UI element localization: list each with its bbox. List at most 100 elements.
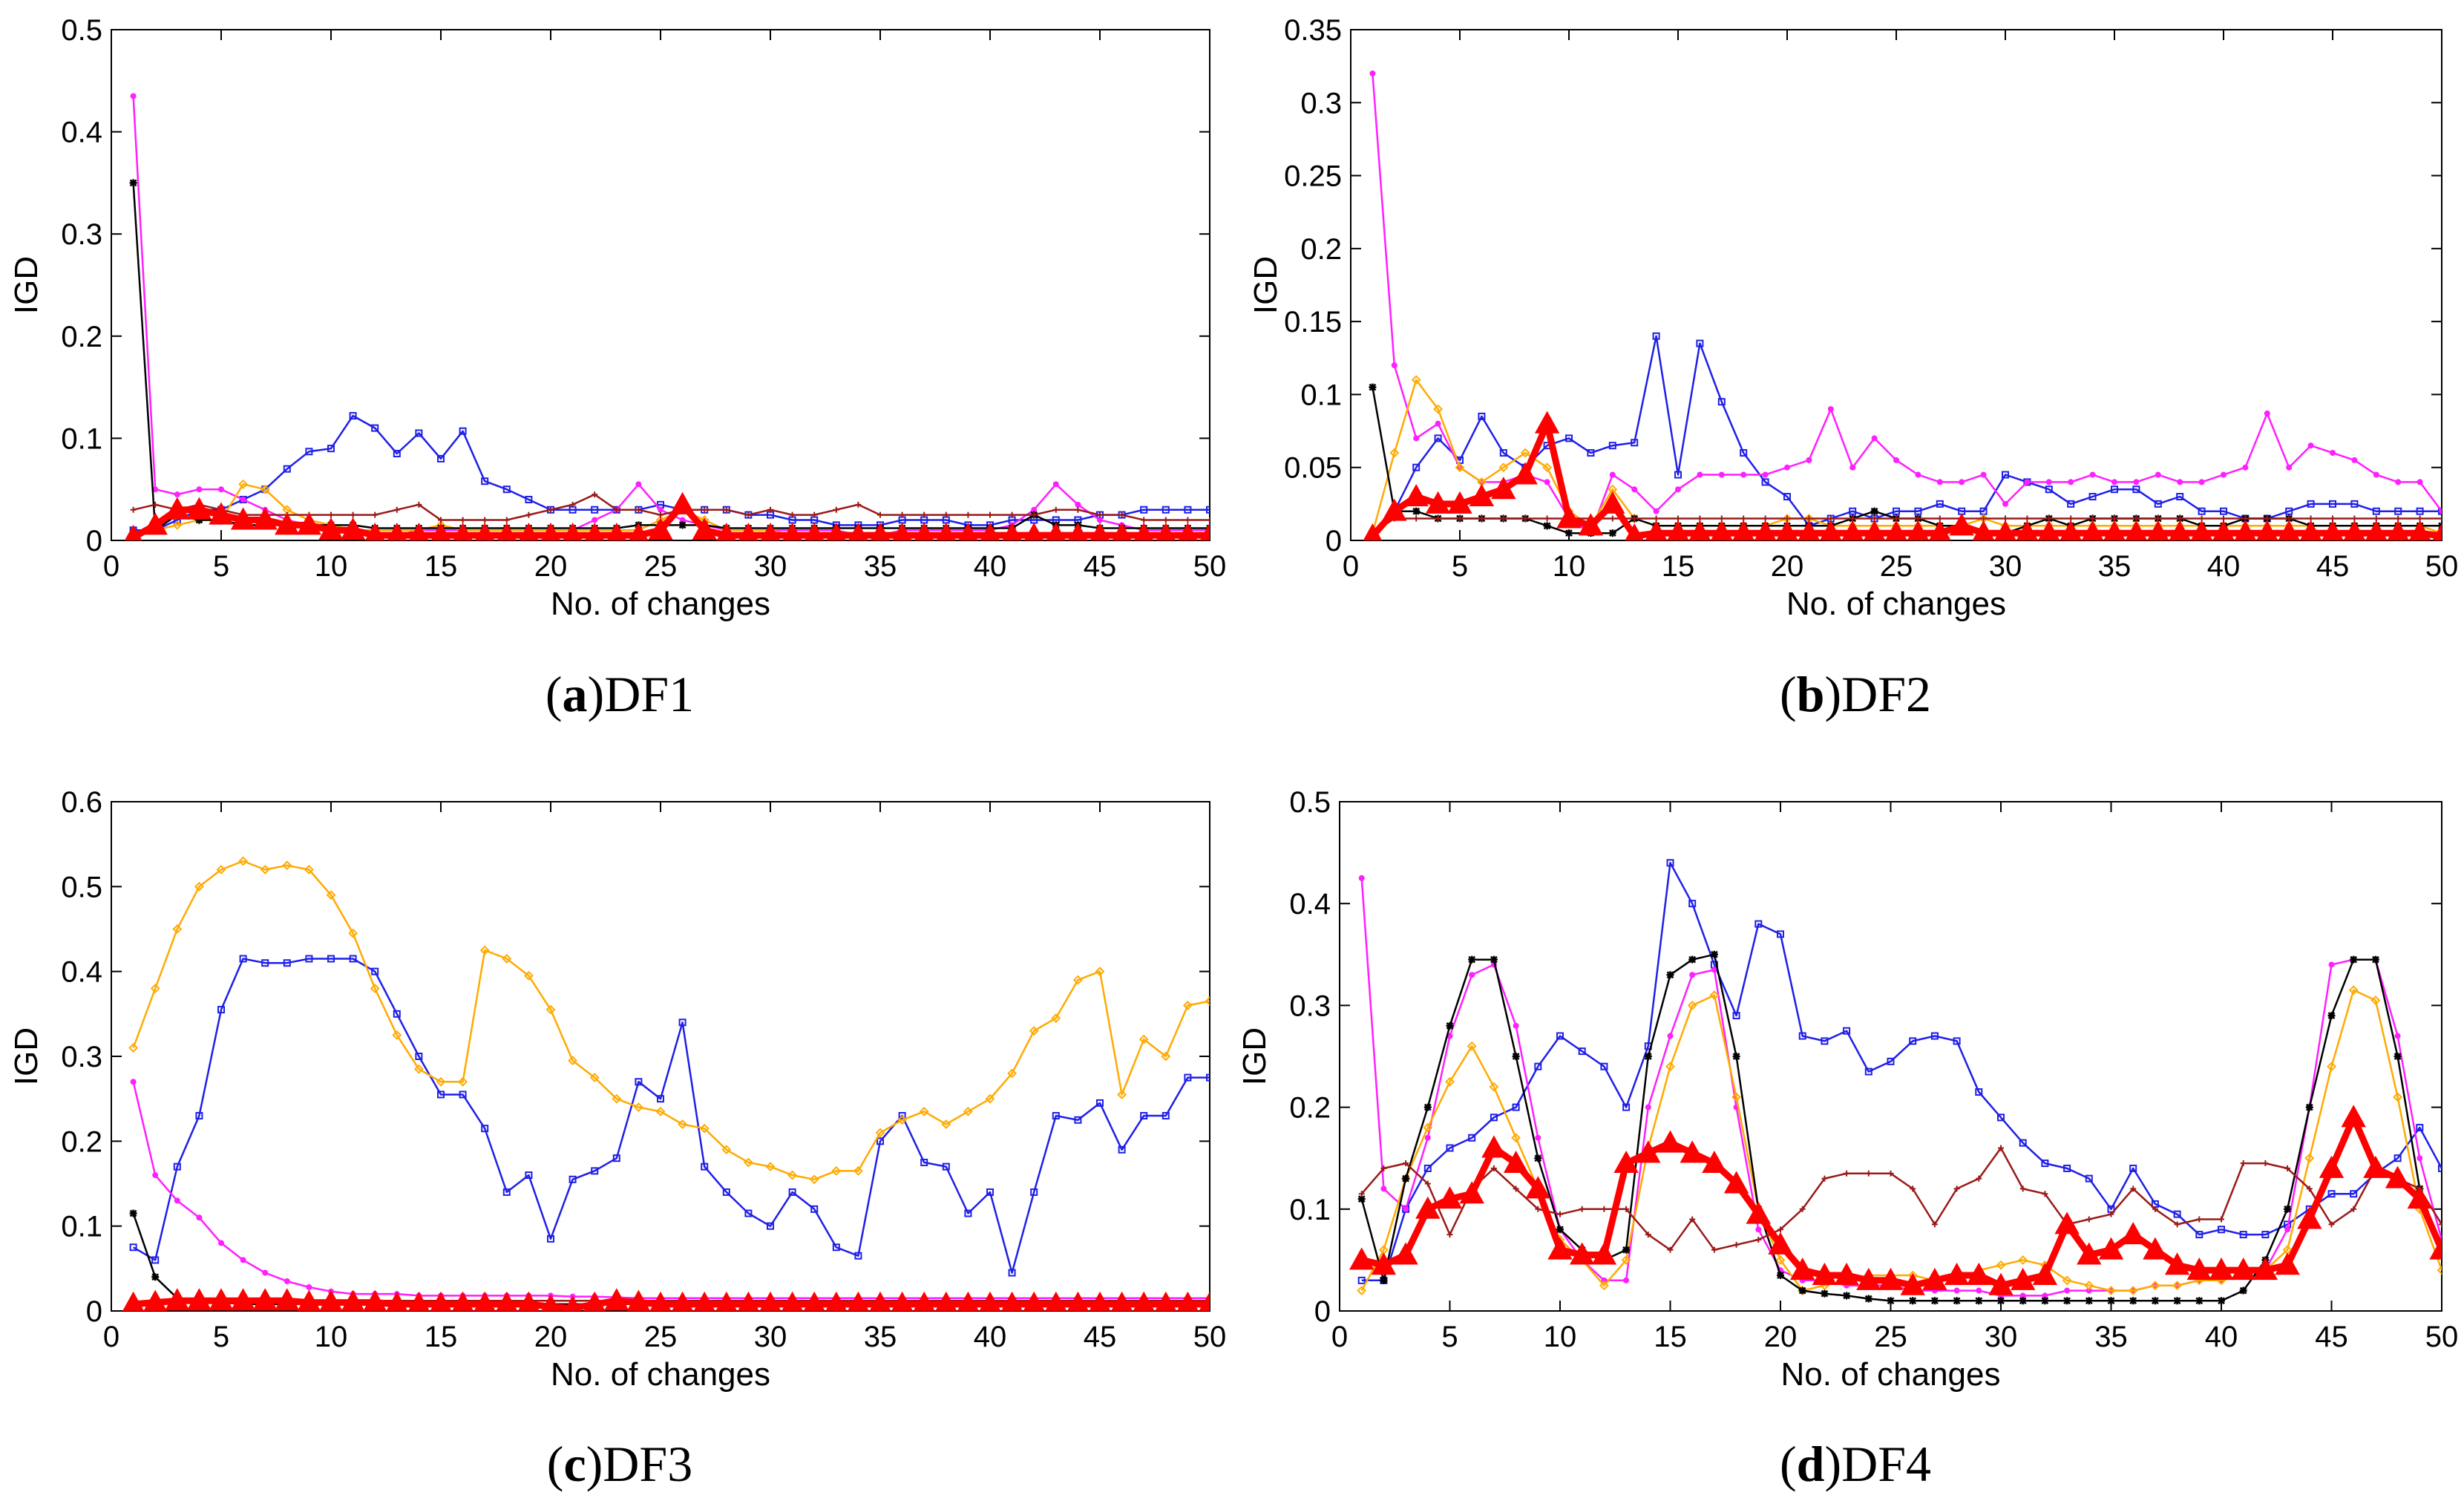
data-point-magenta [1380, 1186, 1387, 1192]
data-point-black [2041, 1297, 2049, 1305]
data-point-red [2234, 520, 2257, 540]
data-point-blue [722, 1188, 730, 1196]
y-tick-label: 0 [86, 525, 102, 557]
x-tick-label: 10 [1553, 550, 1586, 583]
data-point-orange [1161, 1051, 1171, 1062]
data-point-red [519, 523, 539, 540]
data-point-magenta [1936, 479, 1943, 485]
data-point-magenta [1806, 457, 1812, 463]
data-point-blue [327, 955, 335, 963]
data-point-magenta [240, 1257, 246, 1263]
data-point-black [2019, 1297, 2027, 1305]
data-point-blue [591, 1167, 599, 1175]
data-point-blue [2438, 1164, 2442, 1172]
panel-title: DF1 [604, 666, 694, 722]
data-point-orange [1709, 990, 1720, 1001]
data-point-blue [283, 465, 291, 473]
data-point-red [2011, 1267, 2036, 1290]
data-point-red [583, 1291, 606, 1311]
data-point-black [1644, 1053, 1652, 1060]
data-point-red [1556, 506, 1582, 529]
data-point-darkred [2306, 1186, 2313, 1192]
data-point-darkred [1162, 517, 1169, 523]
data-point-red [363, 1289, 387, 1311]
data-point-red [296, 512, 322, 535]
data-point-blue [1717, 398, 1726, 406]
data-point-red [2275, 1252, 2300, 1275]
y-tick-label: 0 [1326, 525, 1342, 557]
data-point-orange [370, 984, 380, 993]
data-point-red [825, 1291, 848, 1311]
data-point-blue [1412, 463, 1421, 471]
x-tick-label: 50 [2425, 1321, 2459, 1353]
data-point-black [1798, 1286, 1806, 1295]
data-point-magenta [2351, 457, 2358, 463]
data-point-orange [2348, 985, 2359, 995]
data-point-blue [2129, 1164, 2137, 1172]
data-point-red [452, 1291, 474, 1311]
data-point-red [387, 523, 407, 540]
data-point-blue [2067, 500, 2075, 508]
data-point-red [1133, 1291, 1155, 1311]
data-point-magenta [1915, 471, 1921, 478]
data-point-darkred [1446, 1232, 1453, 1238]
y-tick-label: 0.15 [1284, 306, 1342, 339]
data-point-red [1600, 491, 1625, 514]
data-point-orange [612, 1093, 622, 1104]
data-point-red [1403, 483, 1429, 507]
data-point-magenta [1535, 1134, 1541, 1141]
data-point-darkred [1403, 1160, 1409, 1167]
data-point-blue [1499, 449, 1507, 457]
data-point-red [165, 1288, 190, 1311]
data-point-darkred [350, 511, 356, 518]
data-point-red [1382, 498, 1407, 521]
data-point-red [386, 1291, 408, 1311]
x-tick-label: 30 [754, 550, 787, 583]
data-point-blue [1930, 1032, 1939, 1040]
data-point-blue [459, 1090, 467, 1099]
data-point-blue [2350, 1190, 2358, 1198]
data-point-red [847, 1291, 869, 1311]
data-point-orange [436, 1076, 446, 1087]
data-point-magenta [1435, 420, 1441, 427]
data-point-darkred [1998, 1145, 2004, 1151]
data-point-blue [2329, 500, 2336, 508]
data-point-blue [1578, 1047, 1586, 1056]
data-point-red [2429, 1237, 2442, 1260]
data-point-blue [854, 1252, 862, 1260]
data-point-darkred [1601, 1206, 1608, 1212]
data-point-magenta [2002, 500, 2008, 507]
data-point-blue [744, 1209, 753, 1217]
panel-title: DF4 [1841, 1436, 1931, 1492]
data-point-red [1768, 1232, 1793, 1255]
data-point-red [649, 1291, 672, 1311]
data-point-blue [2239, 1231, 2247, 1239]
data-point-magenta [1544, 479, 1550, 485]
x-tick-label: 35 [2094, 1321, 2128, 1353]
data-point-red [1068, 523, 1088, 540]
data-point-blue [1423, 1164, 1432, 1172]
data-point-red [693, 1291, 715, 1311]
data-point-red [1046, 523, 1066, 540]
y-axis-label: IGD [1236, 1027, 1273, 1085]
data-point-darkred [877, 511, 883, 518]
data-point-darkred [1185, 517, 1191, 523]
y-tick-label: 0.2 [1289, 1092, 1331, 1125]
data-point-magenta [2394, 1033, 2401, 1039]
data-point-darkred [658, 511, 663, 518]
data-point-red [848, 523, 868, 540]
data-point-blue [459, 427, 467, 435]
data-point-orange [985, 1093, 995, 1104]
x-tick-label: 15 [425, 1321, 458, 1353]
data-point-magenta [152, 1172, 159, 1179]
data-point-orange [699, 1123, 710, 1134]
data-point-darkred [1380, 1165, 1387, 1171]
data-point-blue [2002, 471, 2009, 479]
data-point-blue [393, 1010, 401, 1018]
data-point-darkred [2174, 1221, 2180, 1228]
data-point-black [129, 179, 137, 187]
data-point-red [1746, 1201, 1771, 1224]
data-point-red [497, 523, 517, 540]
data-point-orange [1072, 975, 1083, 985]
data-point-blue [305, 955, 313, 963]
